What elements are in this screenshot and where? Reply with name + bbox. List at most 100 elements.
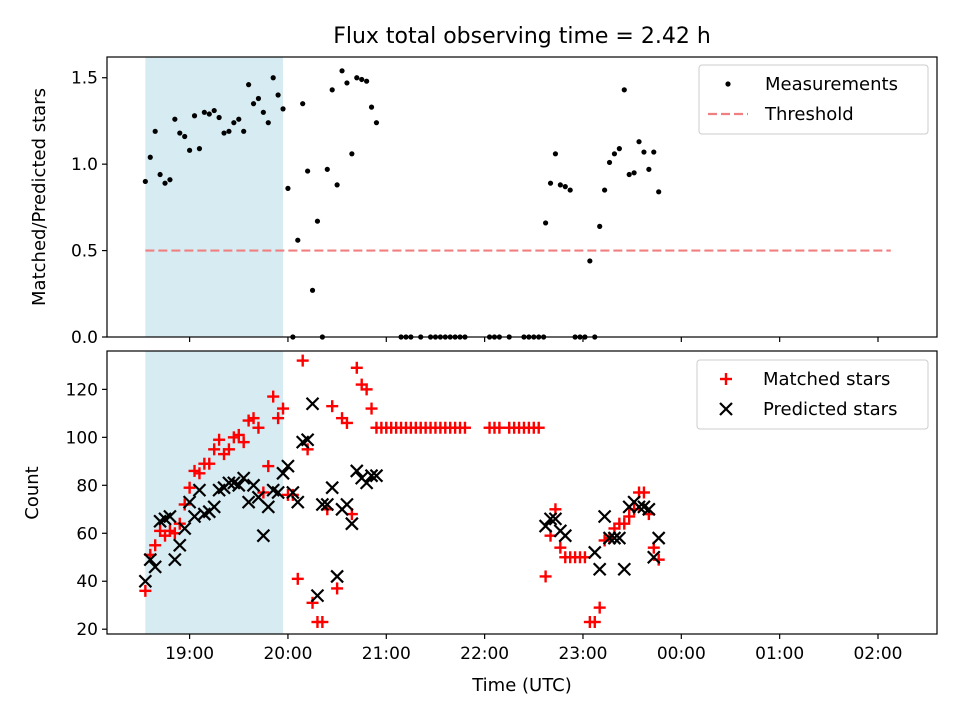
measurements-point: [280, 106, 286, 112]
predicted-stars-point: [168, 552, 182, 567]
matched-stars-point: [232, 428, 245, 441]
measurements-point: [552, 151, 559, 157]
predicted-stars-point: [300, 432, 315, 447]
y-tick-label: 1.5: [71, 69, 98, 89]
measurements-point: [211, 107, 217, 114]
matched-stars-point: [365, 402, 378, 415]
predicted-stars-point: [642, 502, 656, 517]
x-tick-label: 01:00: [755, 644, 804, 664]
predicted-stars-point: [587, 545, 602, 560]
measurements-point: [368, 104, 375, 110]
predicted-stars-point: [330, 569, 344, 584]
measurements-point: [167, 177, 173, 183]
predicted-stars-point: [340, 497, 354, 512]
y-tick-label: 60: [76, 524, 98, 544]
predicted-stars-point: [612, 531, 627, 545]
measurements-point: [216, 114, 222, 121]
measurements-point: [616, 146, 622, 152]
matched-stars-point: [316, 616, 329, 629]
predicted-stars-point: [177, 521, 192, 536]
measurements-point: [147, 154, 153, 160]
matched-stars-point: [193, 467, 206, 480]
measurements-point: [324, 166, 330, 172]
measurements-point: [543, 220, 549, 226]
predicted-stars-point: [246, 478, 261, 493]
measurements-point: [187, 147, 193, 153]
measurements-point: [226, 128, 232, 134]
matched-stars-point: [208, 443, 221, 456]
flux-ratio-y-axis-label: Matched/Predicted stars: [29, 88, 50, 306]
legend-measurements-label: Measurements: [765, 74, 898, 95]
measurements-point: [236, 116, 242, 122]
matched-stars-point: [306, 596, 319, 609]
star-count-y-axis-label: Count: [22, 466, 43, 519]
y-tick-label: 120: [66, 380, 98, 400]
measurements-point: [626, 171, 632, 178]
measurements-point: [275, 92, 281, 98]
measurements-point: [172, 116, 178, 122]
x-tick-label: 02:00: [853, 644, 902, 664]
predicted-stars-point: [543, 512, 558, 526]
predicted-stars-point: [222, 476, 236, 490]
matched-stars-point: [203, 457, 216, 470]
measurements-point: [344, 80, 350, 86]
predicted-stars-point: [651, 531, 666, 545]
measurements-point: [339, 68, 345, 74]
measurements-point: [255, 95, 262, 102]
predicted-stars-point: [148, 560, 162, 574]
measurements-point: [651, 149, 657, 155]
y-tick-label: 0.0: [71, 328, 98, 348]
matched-stars-point: [532, 421, 545, 434]
measurements-point: [567, 187, 573, 193]
matched-stars-point: [267, 390, 280, 403]
predicted-stars-point: [315, 497, 330, 512]
predicted-stars-point: [261, 500, 276, 514]
predicted-stars-point: [607, 531, 622, 545]
predicted-stars-point: [276, 466, 290, 481]
measurements-point: [641, 149, 647, 155]
measurements-point: [231, 120, 237, 126]
x-tick-label: 19:00: [165, 644, 214, 664]
measurements-point: [152, 128, 158, 134]
measurements-point: [314, 218, 321, 224]
matched-stars-point: [247, 412, 260, 425]
measurements-point: [270, 75, 276, 81]
matched-stars-point: [272, 412, 285, 425]
predicted-stars-point: [291, 495, 305, 509]
matched-stars-point: [458, 421, 471, 434]
matched-stars-point: [623, 510, 636, 523]
matched-stars-point: [149, 539, 162, 552]
measurements-point: [300, 101, 306, 107]
predicted-stars-point: [325, 480, 339, 495]
legend-matched-marker: [720, 373, 732, 385]
predicted-stars-point: [187, 509, 202, 524]
predicted-stars-point: [172, 538, 187, 553]
predicted-stars-point: [138, 574, 153, 589]
measurements-point: [157, 171, 163, 178]
matched-stars-point: [340, 416, 353, 429]
predicted-stars-point: [548, 512, 563, 526]
matched-stars-point: [539, 570, 552, 583]
predicted-stars-point: [558, 528, 573, 543]
measurements-point: [621, 87, 627, 93]
x-tick-label: 21:00: [362, 644, 411, 664]
measurements-point: [349, 151, 355, 157]
y-tick-label: 0.5: [71, 242, 98, 262]
measurements-point: [354, 75, 360, 81]
measurements-point: [636, 139, 642, 145]
matched-stars-point: [350, 361, 363, 374]
measurements-point: [611, 151, 618, 157]
x-tick-label: 22:00: [460, 644, 509, 664]
matched-stars-point: [183, 481, 196, 494]
matched-stars-point: [262, 460, 275, 473]
flux-ratio-panel: 0.0 0.5 1.0 1.5 Matched/Predicted stars Mea…: [29, 56, 938, 348]
measurements-point: [557, 182, 563, 188]
legend-measurements-marker: [725, 81, 731, 87]
matched-stars-point: [331, 582, 344, 595]
predicted-stars-point: [286, 485, 300, 500]
predicted-stars-point: [602, 531, 617, 545]
matched-stars-point: [326, 400, 339, 413]
legend-predicted-marker: [719, 402, 733, 416]
measurements-point: [305, 168, 311, 174]
